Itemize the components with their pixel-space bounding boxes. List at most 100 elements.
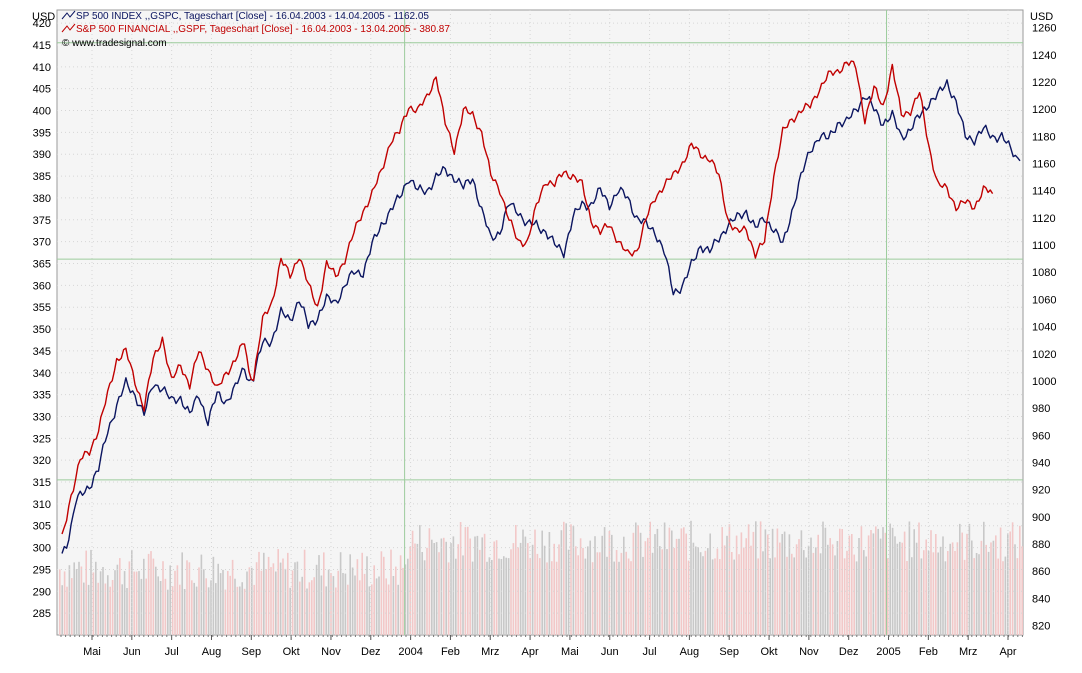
left-tick-label: 330 (33, 411, 51, 423)
volume-bar (123, 571, 126, 635)
legend-line-icon (61, 23, 76, 33)
volume-bar (860, 526, 863, 635)
volume-bar (85, 550, 87, 635)
volume-bar (745, 538, 747, 635)
series-line-2 (61, 60, 994, 535)
volume-bar (935, 534, 937, 635)
volume-bar (805, 557, 807, 635)
volume-bar (800, 530, 803, 635)
left-tick-label: 385 (33, 171, 51, 183)
volume-bar (147, 553, 150, 635)
volume-bar (174, 570, 176, 635)
volume-bar (411, 530, 414, 635)
volume-bar (126, 588, 128, 635)
volume-bar (366, 556, 368, 635)
volume-bar (200, 554, 203, 635)
volume-bar (167, 589, 169, 635)
right-tick-label: 1160 (1032, 159, 1056, 171)
volume-bar (776, 528, 779, 635)
volume-bar (515, 525, 517, 635)
left-tick-label: 400 (33, 106, 51, 118)
volume-bar (553, 543, 555, 635)
volume-bar (339, 552, 342, 635)
left-tick-label: 320 (33, 455, 51, 467)
volume-bar (73, 562, 75, 635)
volume-bar (121, 584, 123, 635)
volume-bar (812, 552, 815, 635)
volume-bar (743, 547, 745, 635)
volume-bar (296, 561, 299, 635)
volume-bar (738, 554, 740, 635)
volume-bar (435, 542, 438, 635)
volume-bar (378, 576, 380, 635)
volume-bar (567, 549, 570, 635)
volume-bar (731, 552, 733, 635)
volume-bar (1004, 556, 1007, 635)
volume-bar (90, 549, 92, 635)
x-tick-label: Feb (441, 646, 460, 658)
volume-bar (543, 545, 546, 635)
volume-bar (654, 534, 656, 635)
volume-bar (630, 561, 632, 635)
volume-bar (872, 533, 875, 635)
volume-bar (584, 558, 587, 635)
volume-bar (975, 553, 978, 635)
volume-bar (767, 534, 769, 635)
volume-bar (906, 561, 908, 635)
right-axis-unit: USD (1030, 11, 1053, 23)
legend-series-1: SP 500 INDEX ,,GSPC, Tageschart [Close] … (76, 11, 429, 22)
volume-bar (426, 547, 428, 635)
volume-bar (462, 555, 464, 635)
volume-bar (234, 578, 236, 635)
volume-bar (851, 534, 853, 635)
volume-bar (733, 559, 735, 635)
volume-bar (416, 543, 419, 635)
volume-bar (203, 569, 205, 635)
volume-bar (683, 527, 685, 635)
legend-line-icon (61, 10, 76, 20)
x-tick-label: Jul (165, 646, 179, 658)
volume-bar (774, 557, 776, 635)
volume-bar (671, 530, 673, 635)
volume-bar (476, 535, 479, 635)
volume-bar (572, 526, 575, 635)
right-tick-label: 860 (1032, 566, 1050, 578)
volume-bar (915, 542, 918, 635)
right-tick-label: 940 (1032, 457, 1050, 469)
volume-bar (903, 531, 906, 635)
volume-bar (603, 527, 606, 635)
volume-bar (272, 563, 275, 635)
volume-bar (323, 552, 325, 635)
volume-bar (111, 580, 114, 635)
volume-bar (699, 552, 702, 635)
x-tick-label: Mrz (481, 646, 499, 658)
volume-bar (865, 556, 867, 635)
right-tick-label: 1060 (1032, 294, 1056, 306)
volume-bar (524, 536, 527, 635)
right-tick-label: 960 (1032, 430, 1050, 442)
volume-bar (587, 546, 589, 635)
volume-bar (995, 535, 997, 635)
volume-bar (815, 547, 817, 635)
volume-bar (215, 583, 217, 635)
volume-bar (414, 543, 416, 635)
left-tick-label: 285 (33, 608, 51, 620)
volume-bar (834, 555, 836, 635)
volume-bar (347, 584, 349, 635)
volume-bar (735, 535, 738, 635)
volume-bar (690, 520, 692, 635)
series-lines (61, 60, 1021, 554)
volume-bar (107, 575, 109, 635)
volume-bar (829, 538, 831, 635)
left-tick-label: 295 (33, 564, 51, 576)
volume-bar (793, 557, 795, 635)
volume-bar (270, 567, 272, 635)
volume-bar (1021, 546, 1023, 635)
volume-bar (469, 538, 471, 635)
x-tick-label: Aug (680, 646, 700, 658)
volume-bar (759, 521, 762, 635)
volume-bar (361, 552, 363, 635)
volume-bar (894, 536, 896, 635)
